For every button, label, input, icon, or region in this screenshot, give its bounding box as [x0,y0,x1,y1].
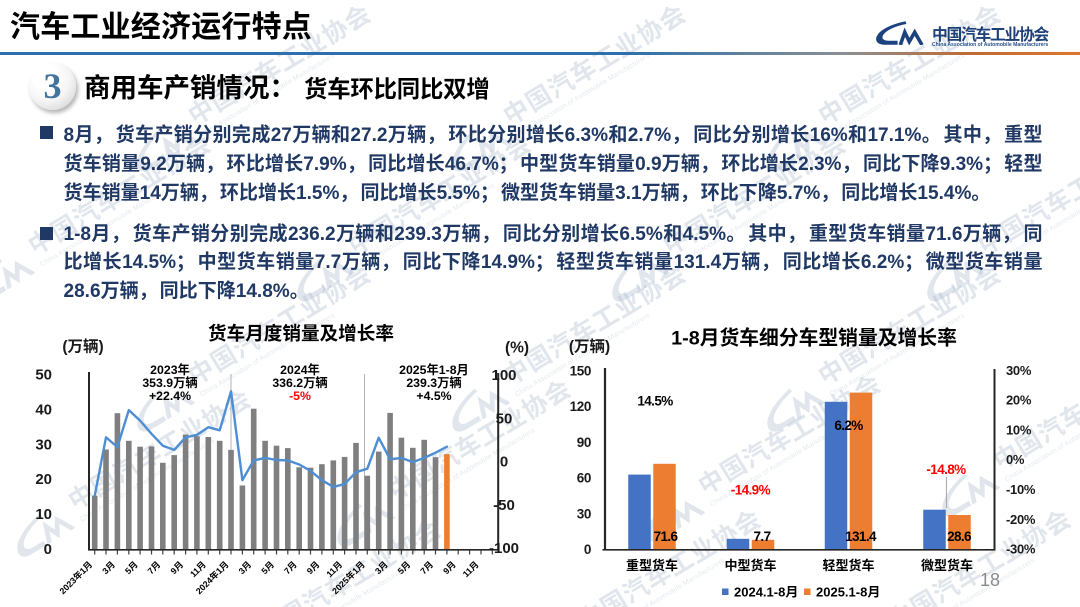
svg-text:2025年1-8月: 2025年1-8月 [399,362,469,377]
svg-text:3月: 3月 [100,559,117,576]
svg-text:0: 0 [584,542,591,557]
svg-text:40: 40 [35,401,52,418]
svg-text:3月: 3月 [237,559,254,576]
svg-text:0: 0 [500,454,508,471]
svg-text:5月: 5月 [396,559,413,576]
svg-text:3月: 3月 [373,559,390,576]
svg-text:11月: 11月 [324,559,344,579]
svg-text:239.3万辆: 239.3万辆 [406,375,461,390]
svg-text:9月: 9月 [305,559,322,576]
svg-text:50: 50 [35,367,52,384]
svg-text:336.2万辆: 336.2万辆 [272,375,327,390]
svg-text:7月: 7月 [418,559,435,576]
svg-text:-50: -50 [493,497,515,514]
svg-text:30%: 30% [1006,363,1032,378]
svg-text:71.6: 71.6 [654,529,679,544]
svg-text:(%): (%) [505,340,529,357]
svg-text:30: 30 [35,436,52,453]
svg-text:(万辆): (万辆) [62,338,103,356]
svg-text:2025.1-8月: 2025.1-8月 [816,585,880,600]
svg-text:10%: 10% [1006,422,1032,437]
svg-text:7月: 7月 [146,559,163,576]
svg-text:9月: 9月 [441,559,458,576]
svg-text:+22.4%: +22.4% [149,389,191,403]
svg-text:20%: 20% [1006,393,1032,408]
svg-text:0: 0 [44,541,52,558]
svg-text:100: 100 [491,367,516,384]
svg-text:2024.1-8月: 2024.1-8月 [734,585,798,600]
svg-text:60: 60 [577,471,591,486]
svg-text:0%: 0% [1006,452,1025,467]
svg-text:微型货车: 微型货车 [921,558,973,573]
svg-text:5月: 5月 [123,559,140,576]
svg-text:5月: 5月 [259,559,276,576]
svg-text:重型货车: 重型货车 [626,558,678,573]
svg-text:-100: -100 [489,540,519,557]
svg-text:30: 30 [577,506,591,521]
svg-text:14.5%: 14.5% [637,394,673,409]
svg-text:150: 150 [570,364,591,379]
svg-text:353.9万辆: 353.9万辆 [142,375,197,390]
svg-text:50: 50 [496,410,513,427]
svg-text:6.2%: 6.2% [834,418,863,433]
svg-text:120: 120 [570,399,591,414]
svg-text:28.6: 28.6 [947,529,972,544]
svg-text:90: 90 [577,435,591,450]
svg-text:131.4: 131.4 [845,529,877,544]
svg-text:-14.8%: -14.8% [926,462,966,477]
svg-text:9月: 9月 [168,559,185,576]
svg-text:1-8月货车细分车型销量及增长率: 1-8月货车细分车型销量及增长率 [671,327,957,350]
svg-text:2024年: 2024年 [280,362,320,377]
svg-text:7.7: 7.7 [754,529,771,544]
svg-text:20: 20 [35,471,52,488]
svg-text:2023年1月: 2023年1月 [57,559,95,597]
svg-text:-10%: -10% [1006,482,1036,497]
svg-text:-30%: -30% [1006,542,1036,557]
svg-text:11月: 11月 [461,559,481,579]
svg-text:-14.9%: -14.9% [731,483,771,498]
svg-text:11月: 11月 [188,559,208,579]
svg-text:轻型货车: 轻型货车 [822,558,874,573]
svg-text:货车月度销量及增长率: 货车月度销量及增长率 [208,323,394,344]
svg-text:7月: 7月 [282,559,299,576]
svg-text:10: 10 [35,506,52,523]
svg-text:-20%: -20% [1006,512,1036,527]
svg-text:(万辆): (万辆) [569,338,610,356]
svg-text:+4.5%: +4.5% [416,389,451,403]
svg-text:-5%: -5% [289,389,311,403]
svg-text:中型货车: 中型货车 [724,558,776,573]
svg-text:2023年: 2023年 [150,362,190,377]
